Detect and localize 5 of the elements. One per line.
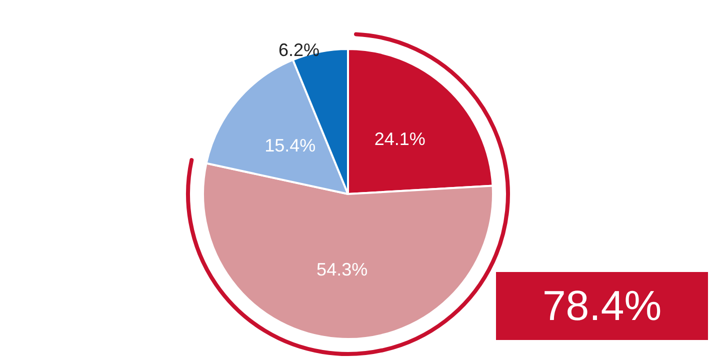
data-label: 24.1% [374, 129, 426, 150]
text: 78.4% [542, 282, 662, 330]
data-label: 6.2% [278, 40, 320, 60]
data-label: 54.3% [316, 259, 368, 280]
data-label: 15.4% [264, 136, 316, 156]
